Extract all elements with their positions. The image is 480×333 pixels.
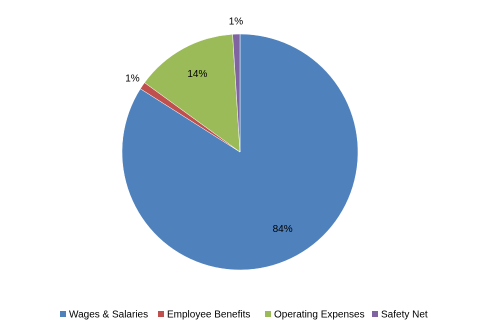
legend-label: Wages & Salaries <box>69 310 148 321</box>
legend-label: Employee Benefits <box>167 310 250 321</box>
data-label: 1% <box>229 17 244 28</box>
legend-label: Safety Net <box>381 310 428 321</box>
legend-label: Operating Expenses <box>274 310 365 321</box>
legend-swatch <box>372 311 378 317</box>
data-label: 1% <box>125 74 140 85</box>
data-label: 14% <box>187 69 207 80</box>
data-label: 84% <box>273 224 293 235</box>
legend-swatch <box>265 311 271 317</box>
pie-slice <box>144 33 241 153</box>
pie-slice <box>232 33 241 153</box>
legend-swatch <box>60 311 66 317</box>
legend-swatch <box>158 311 164 317</box>
